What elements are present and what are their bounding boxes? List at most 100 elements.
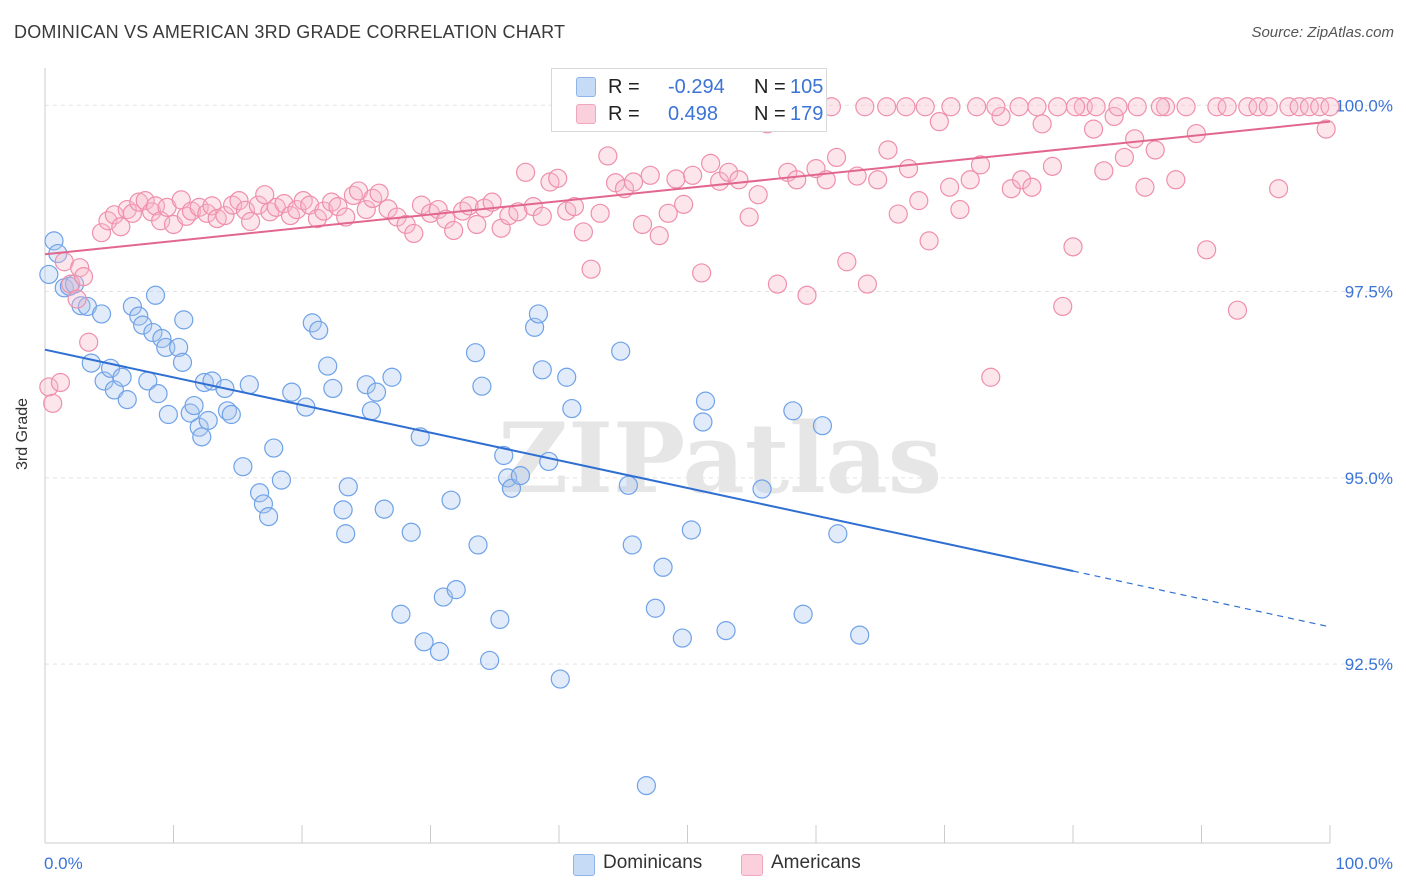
trendline-americans xyxy=(44,120,1331,256)
y-tick-label: 95.0% xyxy=(1345,469,1393,488)
point-americans xyxy=(1145,140,1165,160)
point-dominicans xyxy=(828,524,848,544)
point-americans xyxy=(1094,161,1114,181)
point-dominicans xyxy=(122,296,142,317)
point-americans xyxy=(135,191,155,211)
legend-swatch-americans xyxy=(576,104,596,124)
point-americans xyxy=(739,207,759,227)
point-americans xyxy=(590,203,610,223)
point-americans xyxy=(1047,97,1068,117)
point-dominicans xyxy=(338,477,358,497)
point-americans xyxy=(888,204,908,224)
point-dominicans xyxy=(145,285,166,305)
point-dominicans xyxy=(333,500,353,520)
point-americans xyxy=(877,97,897,117)
point-americans xyxy=(1289,97,1309,117)
point-americans xyxy=(632,214,653,235)
point-americans xyxy=(404,223,424,244)
legend-swatch-americans xyxy=(741,854,763,876)
point-americans xyxy=(1207,97,1227,117)
point-americans xyxy=(1086,97,1106,117)
point-dominicans xyxy=(382,367,402,387)
point-dominicans xyxy=(401,522,421,542)
point-americans xyxy=(1176,97,1196,117)
point-dominicans xyxy=(636,776,656,796)
point-americans xyxy=(91,223,112,243)
point-americans xyxy=(1248,97,1268,117)
point-dominicans xyxy=(645,598,665,618)
point-americans xyxy=(1217,97,1237,117)
point-americans xyxy=(797,285,817,305)
point-americans xyxy=(548,168,568,188)
x-tick-label-start: 0.0% xyxy=(44,854,83,873)
point-americans xyxy=(1135,177,1155,197)
point-americans xyxy=(1114,147,1135,168)
point-dominicans xyxy=(672,628,692,648)
point-dominicans xyxy=(793,604,813,624)
point-americans xyxy=(837,252,857,272)
point-dominicans xyxy=(148,384,168,404)
point-americans xyxy=(909,191,929,211)
point-americans xyxy=(1320,97,1340,117)
point-dominicans xyxy=(429,641,450,662)
x-tick-label-end: 100.0% xyxy=(1335,854,1393,873)
point-americans xyxy=(1022,177,1042,197)
point-dominicans xyxy=(309,320,329,340)
point-americans xyxy=(73,267,94,287)
point-americans xyxy=(1155,97,1176,117)
point-americans xyxy=(1316,119,1336,139)
point-americans xyxy=(967,97,987,117)
point-americans xyxy=(674,194,694,214)
point-dominicans xyxy=(441,490,461,510)
point-dominicans xyxy=(217,401,238,421)
legend-r-value: -0.294 xyxy=(668,76,725,98)
point-dominicans xyxy=(468,535,488,555)
legend-label-americans: Americans xyxy=(771,852,861,873)
point-americans xyxy=(896,97,916,117)
point-americans xyxy=(508,202,528,222)
point-americans xyxy=(50,372,71,393)
point-americans xyxy=(898,159,919,179)
point-americans xyxy=(929,112,949,132)
point-americans xyxy=(692,263,712,283)
point-dominicans xyxy=(271,470,292,490)
point-americans xyxy=(436,209,456,229)
point-americans xyxy=(623,172,644,192)
point-dominicans xyxy=(39,264,59,285)
point-americans xyxy=(117,199,137,220)
point-dominicans xyxy=(391,604,411,624)
point-americans xyxy=(868,170,888,190)
point-dominicans xyxy=(528,304,549,324)
point-americans xyxy=(857,274,878,294)
point-dominicans xyxy=(472,376,492,396)
point-dominicans xyxy=(318,356,338,376)
point-dominicans xyxy=(490,609,510,630)
point-americans xyxy=(787,170,807,190)
point-americans xyxy=(941,97,961,117)
point-americans xyxy=(207,208,227,229)
point-americans xyxy=(122,203,142,223)
point-americans xyxy=(328,197,348,217)
point-dominicans xyxy=(539,451,559,472)
point-americans xyxy=(1197,240,1217,260)
point-dominicans xyxy=(184,395,204,416)
point-dominicans xyxy=(850,625,870,645)
point-americans xyxy=(235,200,256,220)
point-americans xyxy=(915,97,935,117)
point-americans xyxy=(1299,97,1320,117)
point-dominicans xyxy=(374,499,394,519)
point-dominicans xyxy=(361,401,381,421)
point-americans xyxy=(878,140,898,160)
point-americans xyxy=(564,197,585,217)
point-dominicans xyxy=(366,382,387,402)
legend-swatch-dominicans xyxy=(576,77,596,97)
point-americans xyxy=(336,207,356,227)
point-americans xyxy=(1027,97,1047,117)
point-dominicans xyxy=(133,315,153,335)
point-dominicans xyxy=(752,479,772,499)
y-tick-label: 97.5% xyxy=(1345,283,1393,302)
point-americans xyxy=(1009,97,1029,117)
y-tick-label: 92.5% xyxy=(1345,655,1393,674)
legend-n-label: N = xyxy=(754,103,786,125)
point-dominicans xyxy=(446,580,466,600)
